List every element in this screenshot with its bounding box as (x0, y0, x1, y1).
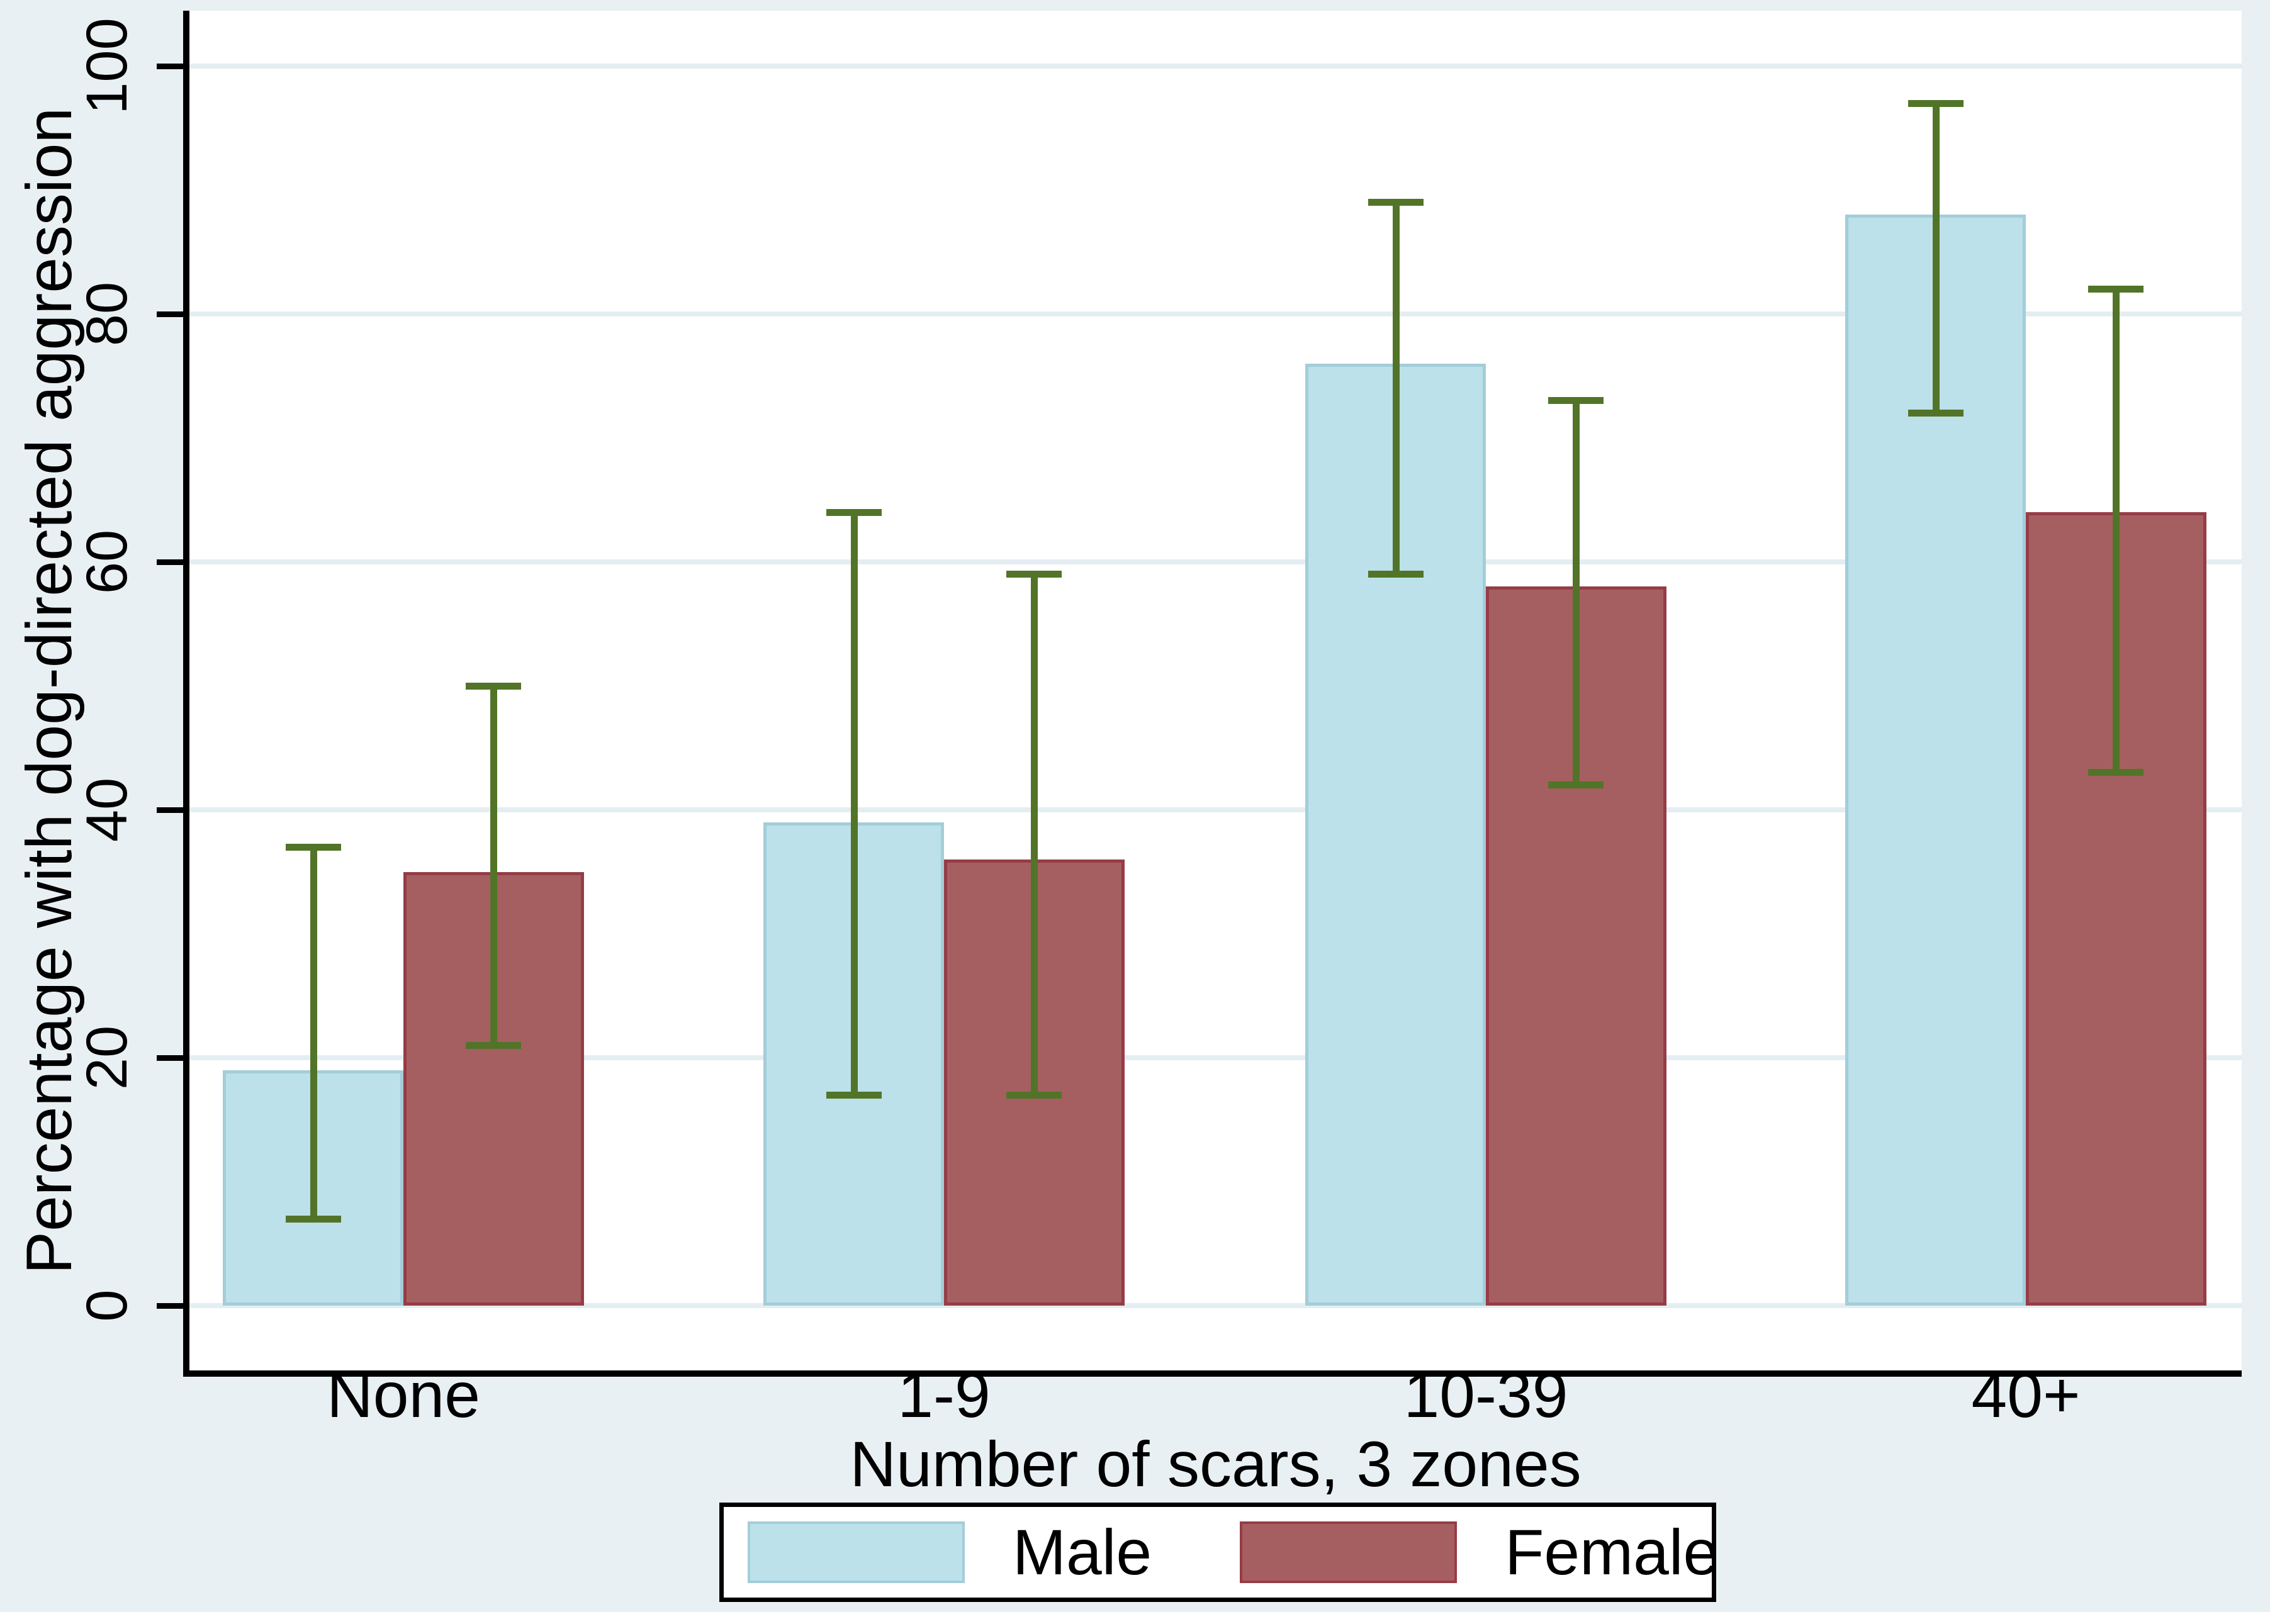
errorbar-female-10-39-line (1572, 400, 1580, 785)
y-tick-40 (157, 807, 183, 813)
bottom-margin-strip (0, 1612, 2270, 1624)
y-tick-label-100: 100 (75, 18, 139, 115)
y-tick-label-20: 20 (75, 1025, 139, 1090)
errorbar-male-1-9-cap-top (826, 508, 882, 516)
errorbar-male-40-line (1932, 103, 1940, 413)
errorbar-male-10-39-line (1392, 202, 1400, 574)
gridline-y-100 (189, 64, 2242, 69)
legend-swatch-male (748, 1521, 965, 1583)
y-tick-20 (157, 1055, 183, 1061)
errorbar-female-40-cap-bottom (2088, 769, 2144, 776)
errorbar-male-none-cap-bottom (286, 1215, 341, 1223)
y-tick-60 (157, 559, 183, 565)
legend-entry-female: Female (1240, 1518, 1719, 1587)
errorbar-male-40-cap-bottom (1908, 410, 1964, 417)
errorbar-female-10-39-cap-top (1548, 397, 1604, 405)
legend-swatch-female (1240, 1521, 1458, 1583)
y-tick-label-40: 40 (75, 777, 139, 843)
errorbar-female-none-cap-top (466, 682, 521, 690)
errorbar-female-1-9-line (1030, 574, 1038, 1095)
x-category-label-1-9: 1-9 (897, 1359, 991, 1431)
errorbar-female-none-cap-bottom (466, 1041, 521, 1049)
legend-label-male: Male (1013, 1516, 1152, 1588)
y-tick-100 (157, 64, 183, 69)
errorbar-female-1-9-cap-top (1006, 571, 1062, 578)
x-category-label-10-39: 10-39 (1403, 1359, 1568, 1431)
gridline-y-60 (189, 559, 2242, 564)
gridline-y-0 (189, 1303, 2242, 1308)
errorbar-female-none-line (490, 686, 497, 1046)
bar-female-none (403, 871, 584, 1306)
errorbar-male-40-cap-top (1908, 99, 1964, 107)
bar-male-10-39 (1305, 363, 1486, 1306)
gridline-y-20 (189, 1055, 2242, 1060)
x-category-label-40: 40+ (1971, 1359, 2081, 1431)
gridline-y-80 (189, 311, 2242, 316)
errorbar-male-1-9-cap-bottom (826, 1091, 882, 1099)
x-axis-title: Number of scars, 3 zones (850, 1428, 1582, 1500)
errorbar-female-40-cap-top (2088, 286, 2144, 293)
errorbar-male-1-9-line (850, 512, 858, 1095)
errorbar-female-40-line (2112, 289, 2120, 773)
errorbar-female-1-9-cap-bottom (1006, 1091, 1062, 1099)
errorbar-male-none-cap-top (286, 843, 341, 851)
errorbar-male-10-39-cap-top (1368, 199, 1424, 206)
x-category-label-none: None (327, 1359, 480, 1431)
errorbar-male-none-line (310, 847, 317, 1219)
legend: Male Female (719, 1503, 1719, 1602)
y-tick-label-0: 0 (75, 1289, 139, 1322)
gridline-y-40 (189, 807, 2242, 812)
y-tick-label-80: 80 (75, 281, 139, 347)
errorbar-male-10-39-cap-bottom (1368, 571, 1424, 578)
y-tick-0 (157, 1303, 183, 1309)
y-axis-title: Percentage with dog-directed aggression (13, 107, 85, 1275)
legend-entry-male: Male (748, 1518, 1152, 1587)
y-tick-80 (157, 311, 183, 317)
errorbar-female-10-39-cap-bottom (1548, 781, 1604, 789)
y-tick-label-60: 60 (75, 529, 139, 595)
legend-label-female: Female (1505, 1516, 1719, 1588)
